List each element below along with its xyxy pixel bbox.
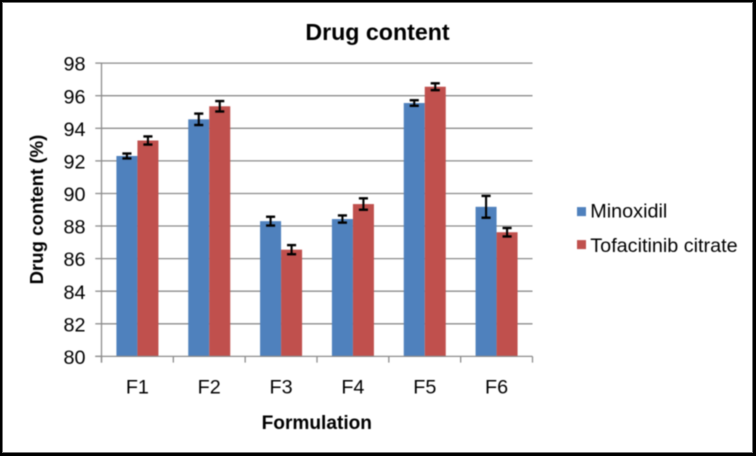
svg-text:F5: F5 [413, 376, 436, 398]
svg-text:Minoxidil: Minoxidil [590, 200, 667, 222]
svg-text:F3: F3 [269, 376, 292, 398]
svg-text:98: 98 [63, 53, 85, 75]
svg-text:96: 96 [63, 86, 85, 108]
svg-text:84: 84 [63, 281, 85, 303]
svg-text:Formulation: Formulation [261, 413, 371, 434]
svg-text:80: 80 [63, 347, 85, 369]
svg-text:92: 92 [63, 151, 85, 173]
svg-text:94: 94 [63, 118, 85, 140]
svg-text:Drug content: Drug content [305, 19, 450, 45]
svg-text:F2: F2 [197, 376, 220, 398]
svg-text:82: 82 [63, 314, 85, 336]
svg-text:Drug content (%): Drug content (%) [26, 134, 47, 284]
svg-text:88: 88 [63, 216, 85, 238]
svg-text:90: 90 [63, 184, 85, 206]
svg-text:Tofacitinib citrate: Tofacitinib citrate [590, 234, 737, 256]
svg-text:F1: F1 [125, 376, 148, 398]
svg-text:86: 86 [63, 249, 85, 271]
svg-text:F6: F6 [485, 376, 508, 398]
svg-text:F4: F4 [341, 376, 364, 398]
